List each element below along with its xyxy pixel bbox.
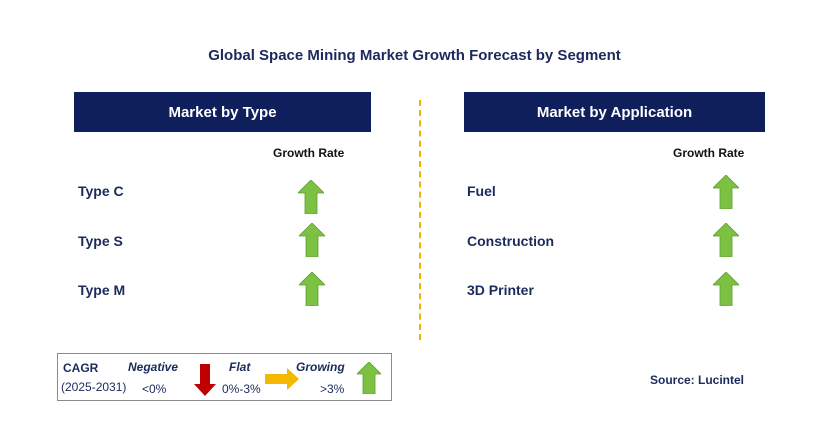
legend-box: CAGR (2025-2031) Negative <0% Flat 0%-3%… xyxy=(57,353,392,401)
growing-arrow-icon xyxy=(713,223,739,257)
right-growth-rate-header: Growth Rate xyxy=(673,146,745,160)
growing-arrow-icon xyxy=(299,223,325,257)
legend-cagr-label: CAGR xyxy=(63,361,99,375)
right-row-label-3d-printer: 3D Printer xyxy=(467,282,534,298)
negative-arrow-icon xyxy=(194,364,216,396)
growing-arrow-icon xyxy=(298,180,324,214)
right-row-label-fuel: Fuel xyxy=(467,183,496,199)
left-row-label-type-s: Type S xyxy=(78,233,123,249)
legend-negative-label: Negative xyxy=(128,360,179,374)
legend-negative-range: <0% xyxy=(142,382,167,396)
diagram-title: Global Space Mining Market Growth Foreca… xyxy=(208,47,621,64)
legend-period: (2025-2031) xyxy=(61,380,127,394)
right-row-label-construction: Construction xyxy=(467,233,555,249)
source-note: Source: Lucintel xyxy=(650,373,745,387)
left-row-label-type-c: Type C xyxy=(78,183,124,199)
growing-arrow-icon xyxy=(357,362,381,394)
right-panel-header: Market by Application xyxy=(464,92,765,132)
panel-divider xyxy=(419,100,421,340)
legend-flat-range: 0%-3% xyxy=(222,382,261,396)
left-row-label-type-m: Type M xyxy=(78,282,126,298)
left-growth-rate-header: Growth Rate xyxy=(273,146,345,160)
growing-arrow-icon xyxy=(713,272,739,306)
growing-arrow-icon xyxy=(713,175,739,209)
growing-arrow-icon xyxy=(299,272,325,306)
flat-arrow-icon xyxy=(265,368,299,390)
left-panel-header: Market by Type xyxy=(74,92,371,132)
legend-flat-label: Flat xyxy=(229,360,251,374)
legend-growing-label: Growing xyxy=(296,360,345,374)
legend-growing-range: >3% xyxy=(320,382,345,396)
